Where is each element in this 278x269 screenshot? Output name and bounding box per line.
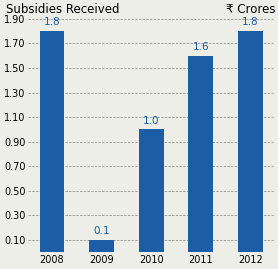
Text: Subsidies Received: Subsidies Received (6, 3, 119, 16)
Text: ₹ Crores: ₹ Crores (226, 3, 275, 16)
Text: 0.1: 0.1 (93, 226, 110, 236)
Bar (39, 31, 64, 252)
Text: 1.8: 1.8 (44, 17, 60, 27)
Bar (89, 240, 114, 252)
Text: 1.0: 1.0 (143, 116, 159, 126)
Text: 1.8: 1.8 (242, 17, 259, 27)
Bar (139, 129, 163, 252)
Bar (188, 56, 213, 252)
Bar (238, 31, 263, 252)
Text: 1.6: 1.6 (192, 42, 209, 52)
